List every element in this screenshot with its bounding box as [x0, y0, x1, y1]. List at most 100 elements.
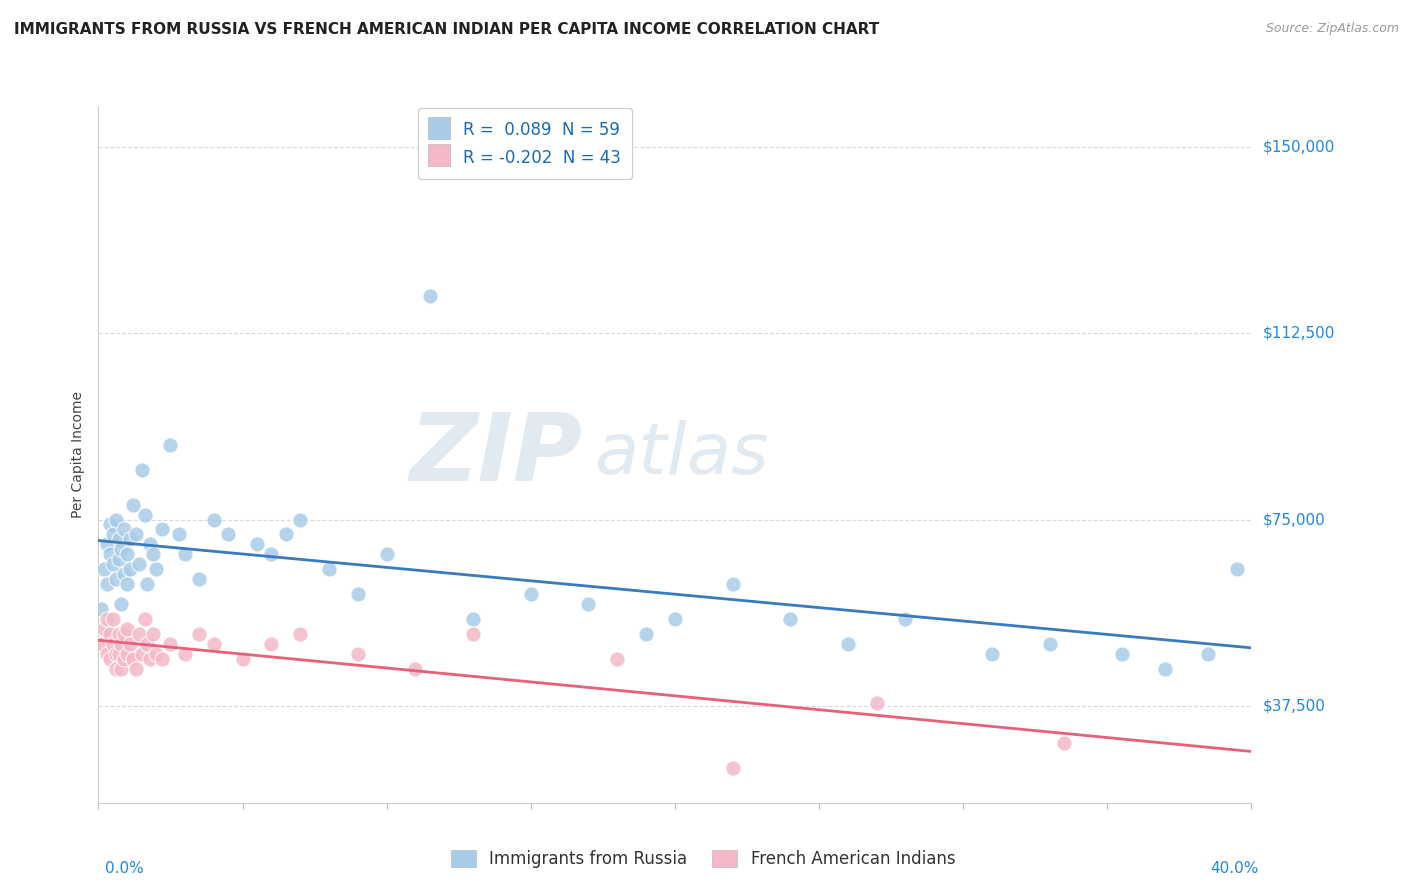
Text: $112,500: $112,500: [1263, 326, 1334, 341]
Text: $75,000: $75,000: [1263, 512, 1326, 527]
Point: [101, 558, 124, 572]
Point: [117, 547, 138, 561]
Point: [461, 612, 484, 626]
Point: [96, 577, 118, 591]
Point: [346, 587, 368, 601]
Point: [110, 542, 132, 557]
Point: [837, 637, 859, 651]
Point: [188, 627, 211, 641]
Point: [112, 567, 135, 582]
Point: [98, 651, 121, 665]
Point: [174, 647, 197, 661]
Point: [231, 651, 254, 665]
Point: [188, 572, 211, 586]
Point: [98, 627, 121, 641]
Point: [894, 612, 917, 626]
Point: [419, 289, 441, 303]
Point: [142, 547, 165, 561]
Point: [128, 627, 150, 641]
Point: [107, 647, 129, 661]
Point: [131, 647, 153, 661]
Point: [246, 537, 269, 551]
Point: [139, 651, 162, 665]
Point: [96, 537, 118, 551]
Point: [136, 637, 159, 651]
Point: [120, 637, 142, 651]
Text: IMMIGRANTS FROM RUSSIA VS FRENCH AMERICAN INDIAN PER CAPITA INCOME CORRELATION C: IMMIGRANTS FROM RUSSIA VS FRENCH AMERICA…: [14, 22, 879, 37]
Point: [150, 651, 173, 665]
Point: [375, 547, 398, 561]
Point: [145, 647, 167, 661]
Text: 40.0%: 40.0%: [1211, 861, 1258, 876]
Point: [112, 523, 135, 537]
Text: ZIP: ZIP: [409, 409, 582, 501]
Point: [260, 637, 283, 651]
Point: [93, 562, 115, 576]
Point: [101, 637, 124, 651]
Point: [981, 647, 1004, 661]
Point: [101, 527, 124, 541]
Text: $37,500: $37,500: [1263, 698, 1326, 714]
Point: [174, 547, 197, 561]
Point: [1197, 647, 1219, 661]
Point: [104, 512, 127, 526]
Point: [122, 651, 145, 665]
Point: [104, 572, 127, 586]
Point: [134, 508, 156, 522]
Point: [779, 612, 801, 626]
Point: [120, 533, 142, 547]
Point: [217, 527, 239, 541]
Point: [260, 547, 283, 561]
Point: [274, 527, 297, 541]
Point: [202, 512, 225, 526]
Point: [96, 647, 118, 661]
Point: [104, 662, 127, 676]
Point: [93, 622, 115, 636]
Point: [128, 558, 150, 572]
Point: [110, 637, 132, 651]
Text: $150,000: $150,000: [1263, 139, 1334, 154]
Point: [125, 527, 148, 541]
Point: [145, 562, 167, 576]
Point: [636, 627, 658, 641]
Point: [117, 577, 138, 591]
Point: [136, 577, 159, 591]
Point: [98, 547, 121, 561]
Point: [721, 577, 744, 591]
Text: atlas: atlas: [595, 420, 769, 490]
Point: [318, 562, 340, 576]
Legend: Immigrants from Russia, French American Indians: Immigrants from Russia, French American …: [444, 843, 962, 875]
Point: [142, 627, 165, 641]
Point: [290, 512, 312, 526]
Point: [107, 533, 129, 547]
Point: [202, 637, 225, 651]
Point: [112, 651, 135, 665]
Point: [96, 612, 118, 626]
Point: [122, 498, 145, 512]
Point: [1053, 736, 1076, 750]
Point: [117, 622, 138, 636]
Point: [405, 662, 427, 676]
Point: [90, 637, 112, 651]
Point: [721, 761, 744, 775]
Point: [90, 602, 112, 616]
Point: [112, 627, 135, 641]
Point: [664, 612, 686, 626]
Point: [150, 523, 173, 537]
Point: [159, 438, 181, 452]
Point: [110, 662, 132, 676]
Y-axis label: Per Capita Income: Per Capita Income: [70, 392, 84, 518]
Point: [1038, 637, 1062, 651]
Point: [1111, 647, 1133, 661]
Point: [104, 647, 127, 661]
Point: [117, 647, 138, 661]
Point: [125, 662, 148, 676]
Point: [139, 537, 162, 551]
Point: [167, 527, 190, 541]
Point: [346, 647, 368, 661]
Point: [98, 517, 121, 532]
Legend: R =  0.089  N = 59, R = -0.202  N = 43: R = 0.089 N = 59, R = -0.202 N = 43: [418, 109, 633, 178]
Text: 0.0%: 0.0%: [105, 861, 145, 876]
Point: [461, 627, 484, 641]
Point: [520, 587, 543, 601]
